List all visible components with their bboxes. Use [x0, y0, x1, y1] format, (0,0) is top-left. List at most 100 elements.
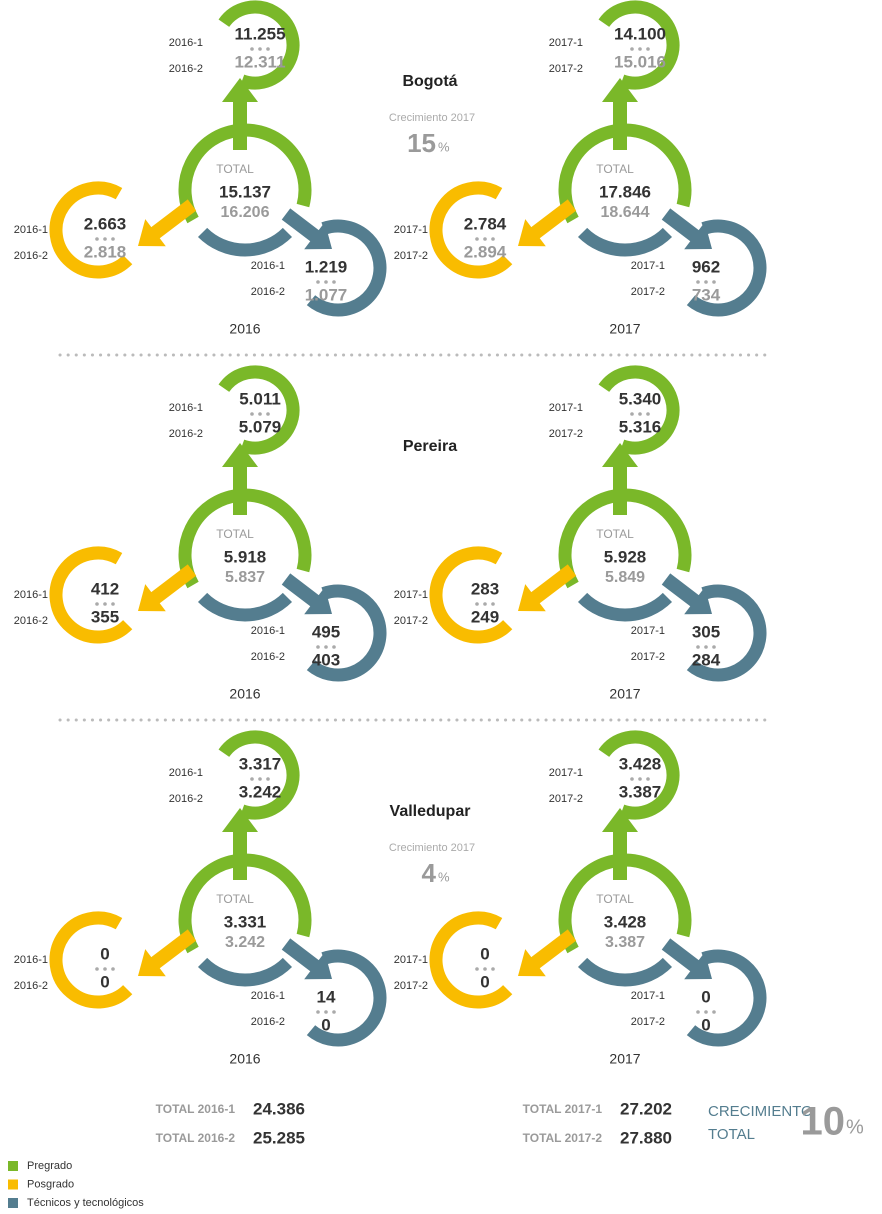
- ring: [306, 219, 387, 317]
- value: 5.011: [239, 389, 281, 408]
- growth-value: 4: [422, 858, 437, 888]
- arrow: [518, 199, 577, 247]
- value: 15.016: [614, 52, 666, 71]
- separator-dot: [103, 967, 107, 971]
- separator-dot: [630, 777, 634, 781]
- total-value: 25.285: [253, 1128, 305, 1147]
- legend-label: Posgrado: [27, 1178, 74, 1190]
- growth-value: 15: [407, 128, 436, 158]
- ring: [197, 592, 293, 622]
- total-value: 24.386: [253, 1099, 305, 1118]
- value: 0: [100, 944, 109, 963]
- value: 3.428: [619, 754, 662, 773]
- separator-dot: [316, 645, 320, 649]
- separator-dot: [332, 1010, 336, 1014]
- total-value: 5.928: [604, 547, 647, 566]
- total-value: 3.428: [604, 912, 647, 931]
- separator-dot: [111, 967, 115, 971]
- value: 5.340: [619, 389, 662, 408]
- separator-dot: [324, 280, 328, 284]
- growth-label: Crecimiento 2017: [389, 842, 475, 854]
- separator-dot: [638, 777, 642, 781]
- period-label: 2016-2: [14, 980, 48, 992]
- separator-dot: [266, 47, 270, 51]
- diagram: TOTAL 17.846 18.644 14.100 15.016 2017-1 2017-…: [394, 0, 767, 337]
- ring: [218, 0, 300, 90]
- year-label: 2016: [229, 321, 260, 337]
- value: 0: [480, 944, 489, 963]
- period-label: 2017-1: [549, 767, 583, 779]
- separator-dot: [712, 1010, 716, 1014]
- value: 305: [692, 622, 720, 641]
- period-label: 2016-2: [169, 428, 203, 440]
- separator-dot: [324, 1010, 328, 1014]
- separator-dot: [491, 602, 495, 606]
- total-value: 3.387: [605, 934, 645, 951]
- growth-total-unit: %: [846, 1116, 864, 1138]
- value: 3.317: [239, 754, 282, 773]
- arrow: [222, 808, 258, 880]
- ring: [598, 0, 680, 90]
- ring: [306, 584, 387, 682]
- separator-dot: [475, 967, 479, 971]
- separator-dot: [646, 412, 650, 416]
- separator-dot: [332, 280, 336, 284]
- separator-dot: [258, 412, 262, 416]
- total-label: TOTAL 2016-1: [156, 1102, 236, 1116]
- period-label: 2016-1: [169, 402, 203, 414]
- period-label: 2017-2: [549, 63, 583, 75]
- total-value: 16.206: [221, 204, 270, 221]
- period-label: 2017-2: [631, 651, 665, 663]
- value: 5.316: [619, 417, 662, 436]
- arrow: [602, 78, 638, 150]
- period-label: 2016-2: [251, 1016, 285, 1028]
- period-label: 2016-1: [14, 224, 48, 236]
- separator-dot: [475, 602, 479, 606]
- ring: [429, 546, 513, 644]
- value: 1.219: [305, 257, 348, 276]
- separator-dot: [704, 645, 708, 649]
- separator-dot: [103, 602, 107, 606]
- year-label: 2017: [609, 686, 640, 702]
- arrow: [661, 208, 712, 250]
- separator-dot: [111, 237, 115, 241]
- legend-swatch: [8, 1198, 18, 1208]
- ring: [577, 957, 673, 987]
- value: 249: [471, 607, 499, 626]
- separator-dot: [638, 47, 642, 51]
- total-value: 5.837: [225, 569, 265, 586]
- period-label: 2017-1: [394, 954, 428, 966]
- ring: [306, 949, 387, 1047]
- period-label: 2016-2: [14, 615, 48, 627]
- ring: [218, 365, 300, 455]
- period-label: 2017-2: [394, 615, 428, 627]
- arrow: [138, 929, 197, 977]
- separator-dot: [316, 1010, 320, 1014]
- legend-label: Técnicos y tecnológicos: [27, 1197, 144, 1209]
- total-label: TOTAL: [216, 892, 254, 906]
- period-label: 2017-1: [394, 224, 428, 236]
- value: 355: [91, 607, 119, 626]
- legend-label: Pregrado: [27, 1160, 72, 1172]
- growth-label: Crecimiento 2017: [389, 112, 475, 124]
- period-label: 2017-2: [394, 250, 428, 262]
- period-label: 2016-1: [14, 954, 48, 966]
- separator-dot: [483, 237, 487, 241]
- separator-dot: [103, 237, 107, 241]
- value: 2.663: [84, 214, 127, 233]
- value: 0: [100, 972, 109, 991]
- arrow: [602, 443, 638, 515]
- separator-dot: [316, 280, 320, 284]
- separator-dot: [712, 645, 716, 649]
- period-label: 2016-1: [251, 260, 285, 272]
- arrow: [281, 573, 332, 615]
- period-label: 2017-2: [549, 793, 583, 805]
- separator-dot: [111, 602, 115, 606]
- separator-dot: [250, 412, 254, 416]
- arrow: [281, 938, 332, 980]
- period-label: 2017-1: [549, 37, 583, 49]
- value: 403: [312, 650, 340, 669]
- separator-dot: [250, 47, 254, 51]
- total-value: 27.202: [620, 1099, 672, 1118]
- separator-dot: [491, 237, 495, 241]
